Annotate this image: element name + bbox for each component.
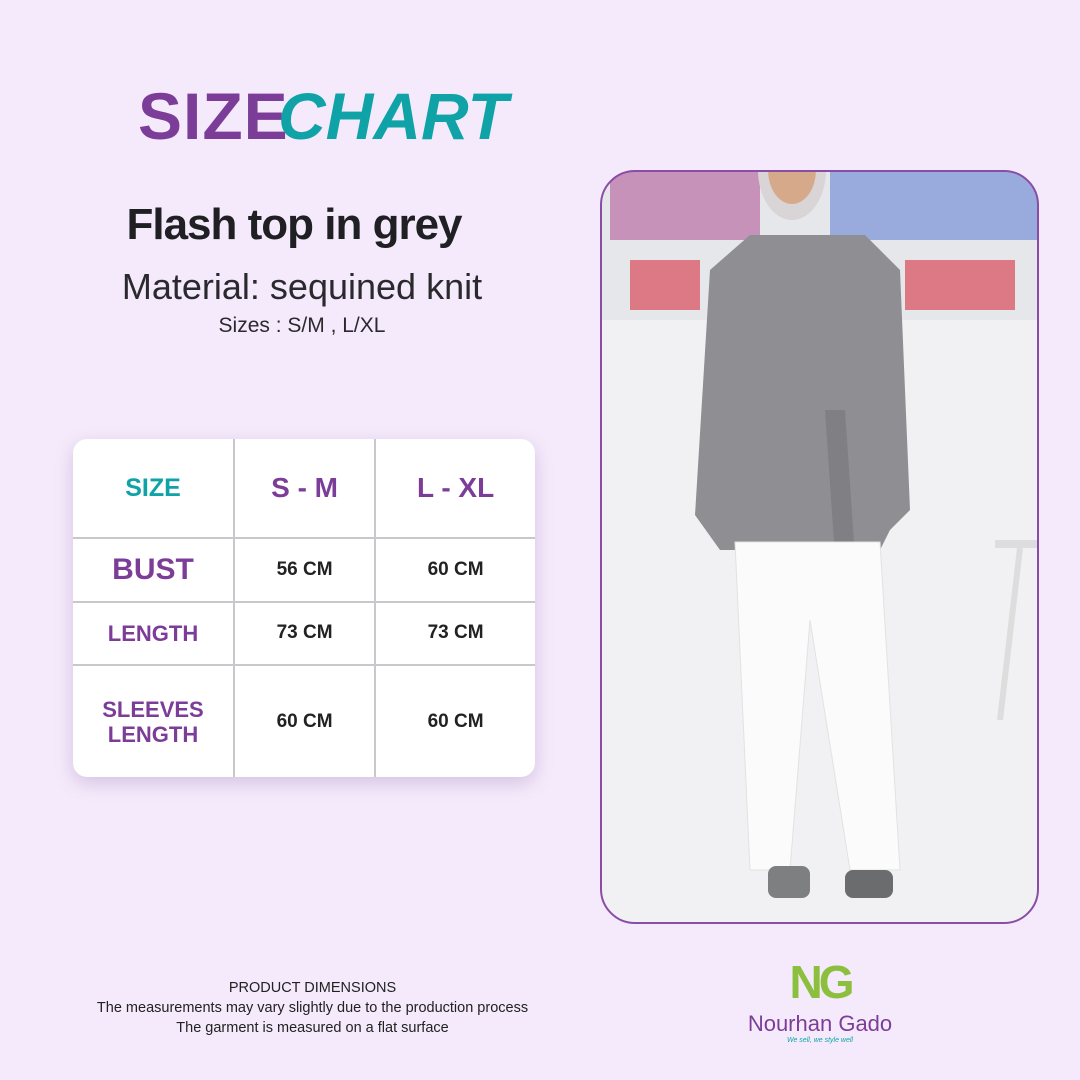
footer-line: The garment is measured on a flat surfac… [176, 1020, 449, 1036]
header-cell: SIZE [73, 439, 235, 539]
title-part: SIZE [138, 79, 289, 153]
cell: 56 CM [232, 537, 377, 603]
cell: 73 CM [374, 600, 535, 667]
product-sizes: Sizes : S/M , L/XL [218, 314, 386, 337]
product-name: Flash top in grey [126, 200, 462, 249]
header-cell: S - M [232, 439, 377, 539]
footer: PRODUCT DIMENSIONS The measurements may … [60, 978, 565, 1038]
row-label: LENGTH [73, 600, 235, 667]
logo-name: Nourhan Gado [747, 1011, 893, 1036]
footer-line: The measurements may vary slightly due t… [96, 1000, 529, 1016]
cell: 60 CM [374, 664, 535, 777]
product-material: Material: sequined knit [121, 266, 483, 307]
cell: 60 CM [232, 664, 377, 777]
logo: NG Nourhan Gado We sell, we style well [730, 955, 910, 1044]
row-label: BUST [73, 537, 235, 603]
logo-mark: NG [789, 956, 855, 1008]
header-cell: L - XL [374, 439, 535, 539]
cell: 60 CM [374, 537, 535, 603]
row-label: SLEEVES LENGTH [73, 664, 235, 777]
title-part: CHART [278, 79, 508, 153]
footer-line: PRODUCT DIMENSIONS [228, 980, 397, 996]
product-photo [600, 170, 1039, 924]
logo-tagline: We sell, we style well [786, 1037, 853, 1044]
cell: 73 CM [232, 600, 377, 667]
